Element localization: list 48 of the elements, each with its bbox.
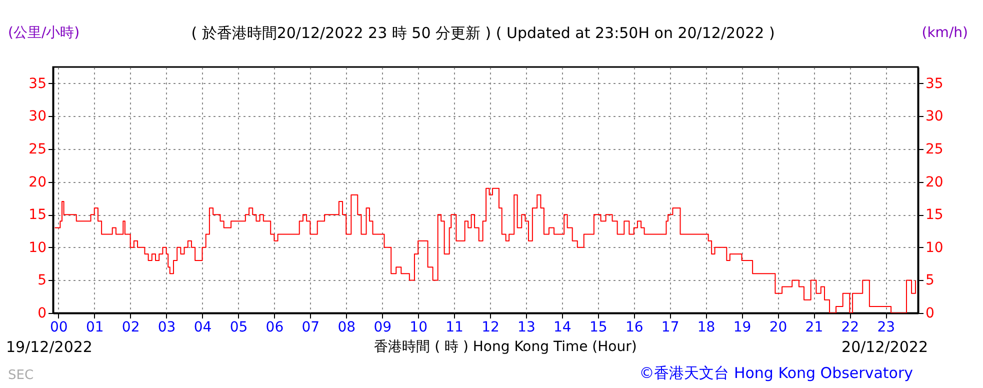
x-tick-label: 09 (374, 320, 392, 336)
x-tick-label: 20 (769, 320, 788, 336)
y-tick-label: 0 (38, 306, 46, 322)
text: 20/12/2022 (842, 338, 928, 356)
x-tick-label: 22 (841, 320, 860, 336)
y-tick-label: 30 (28, 108, 46, 125)
y2-tick-label: 0 (926, 306, 934, 322)
x-tick-label: 16 (625, 320, 644, 336)
x-axis-title: 香港時間 ( 時 ) Hong Kong Time (Hour) (374, 339, 637, 355)
x-tick-label: 21 (805, 320, 824, 336)
y-axis-title: (公里/小時) (8, 25, 80, 41)
x-tick-label: 17 (661, 320, 680, 336)
y-tick-label: 10 (28, 240, 46, 256)
x-tick-label: 13 (518, 320, 536, 336)
x-tick-label: 11 (446, 320, 464, 336)
x-tick-label: 10 (410, 320, 428, 336)
chart-title: ( 於香港時間20/12/2022 23 時 50 分更新 ) ( Updated at 23:50H on 20/12/2022 ) (191, 24, 775, 42)
y2-tick-label: 35 (926, 76, 944, 92)
y-tick-label: 15 (28, 207, 46, 224)
y-tick-label: 35 (28, 76, 46, 92)
y2-tick-label: 20 (926, 174, 944, 190)
x-tick-label: 12 (482, 320, 500, 336)
text: 19/12/2022 (6, 338, 92, 356)
y-tick-label: 20 (28, 174, 46, 190)
y2-tick-label: 10 (926, 240, 944, 256)
x-tick-label: 15 (589, 320, 608, 336)
x-tick-label: 23 (877, 320, 896, 336)
x-tick-label: 01 (86, 320, 104, 336)
x-tick-label: 19 (733, 320, 752, 336)
text: SEC (8, 368, 34, 383)
x-tick-label: 06 (266, 320, 284, 336)
x-tick-label: 08 (338, 320, 356, 336)
y2-tick-label: 15 (926, 207, 944, 224)
y-tick-label: 5 (38, 272, 46, 289)
y-tick-label: 25 (28, 142, 46, 158)
x-tick-label: 14 (554, 320, 572, 336)
x-tick-label: 05 (230, 320, 248, 336)
x-tick-label: 02 (122, 320, 140, 336)
x-tick-label: 07 (302, 320, 320, 336)
y2-tick-label: 5 (926, 272, 934, 289)
x-tick-label: 18 (697, 320, 716, 336)
x-tick-label: 04 (194, 320, 212, 336)
x-tick-label: 03 (158, 320, 176, 336)
y2-axis-title: (km/h) (922, 25, 968, 41)
y2-tick-label: 25 (926, 142, 944, 158)
y2-tick-label: 30 (926, 108, 944, 125)
text: ©香港天文台 Hong Kong Observatory (639, 364, 914, 382)
x-tick-label: 00 (50, 320, 68, 336)
